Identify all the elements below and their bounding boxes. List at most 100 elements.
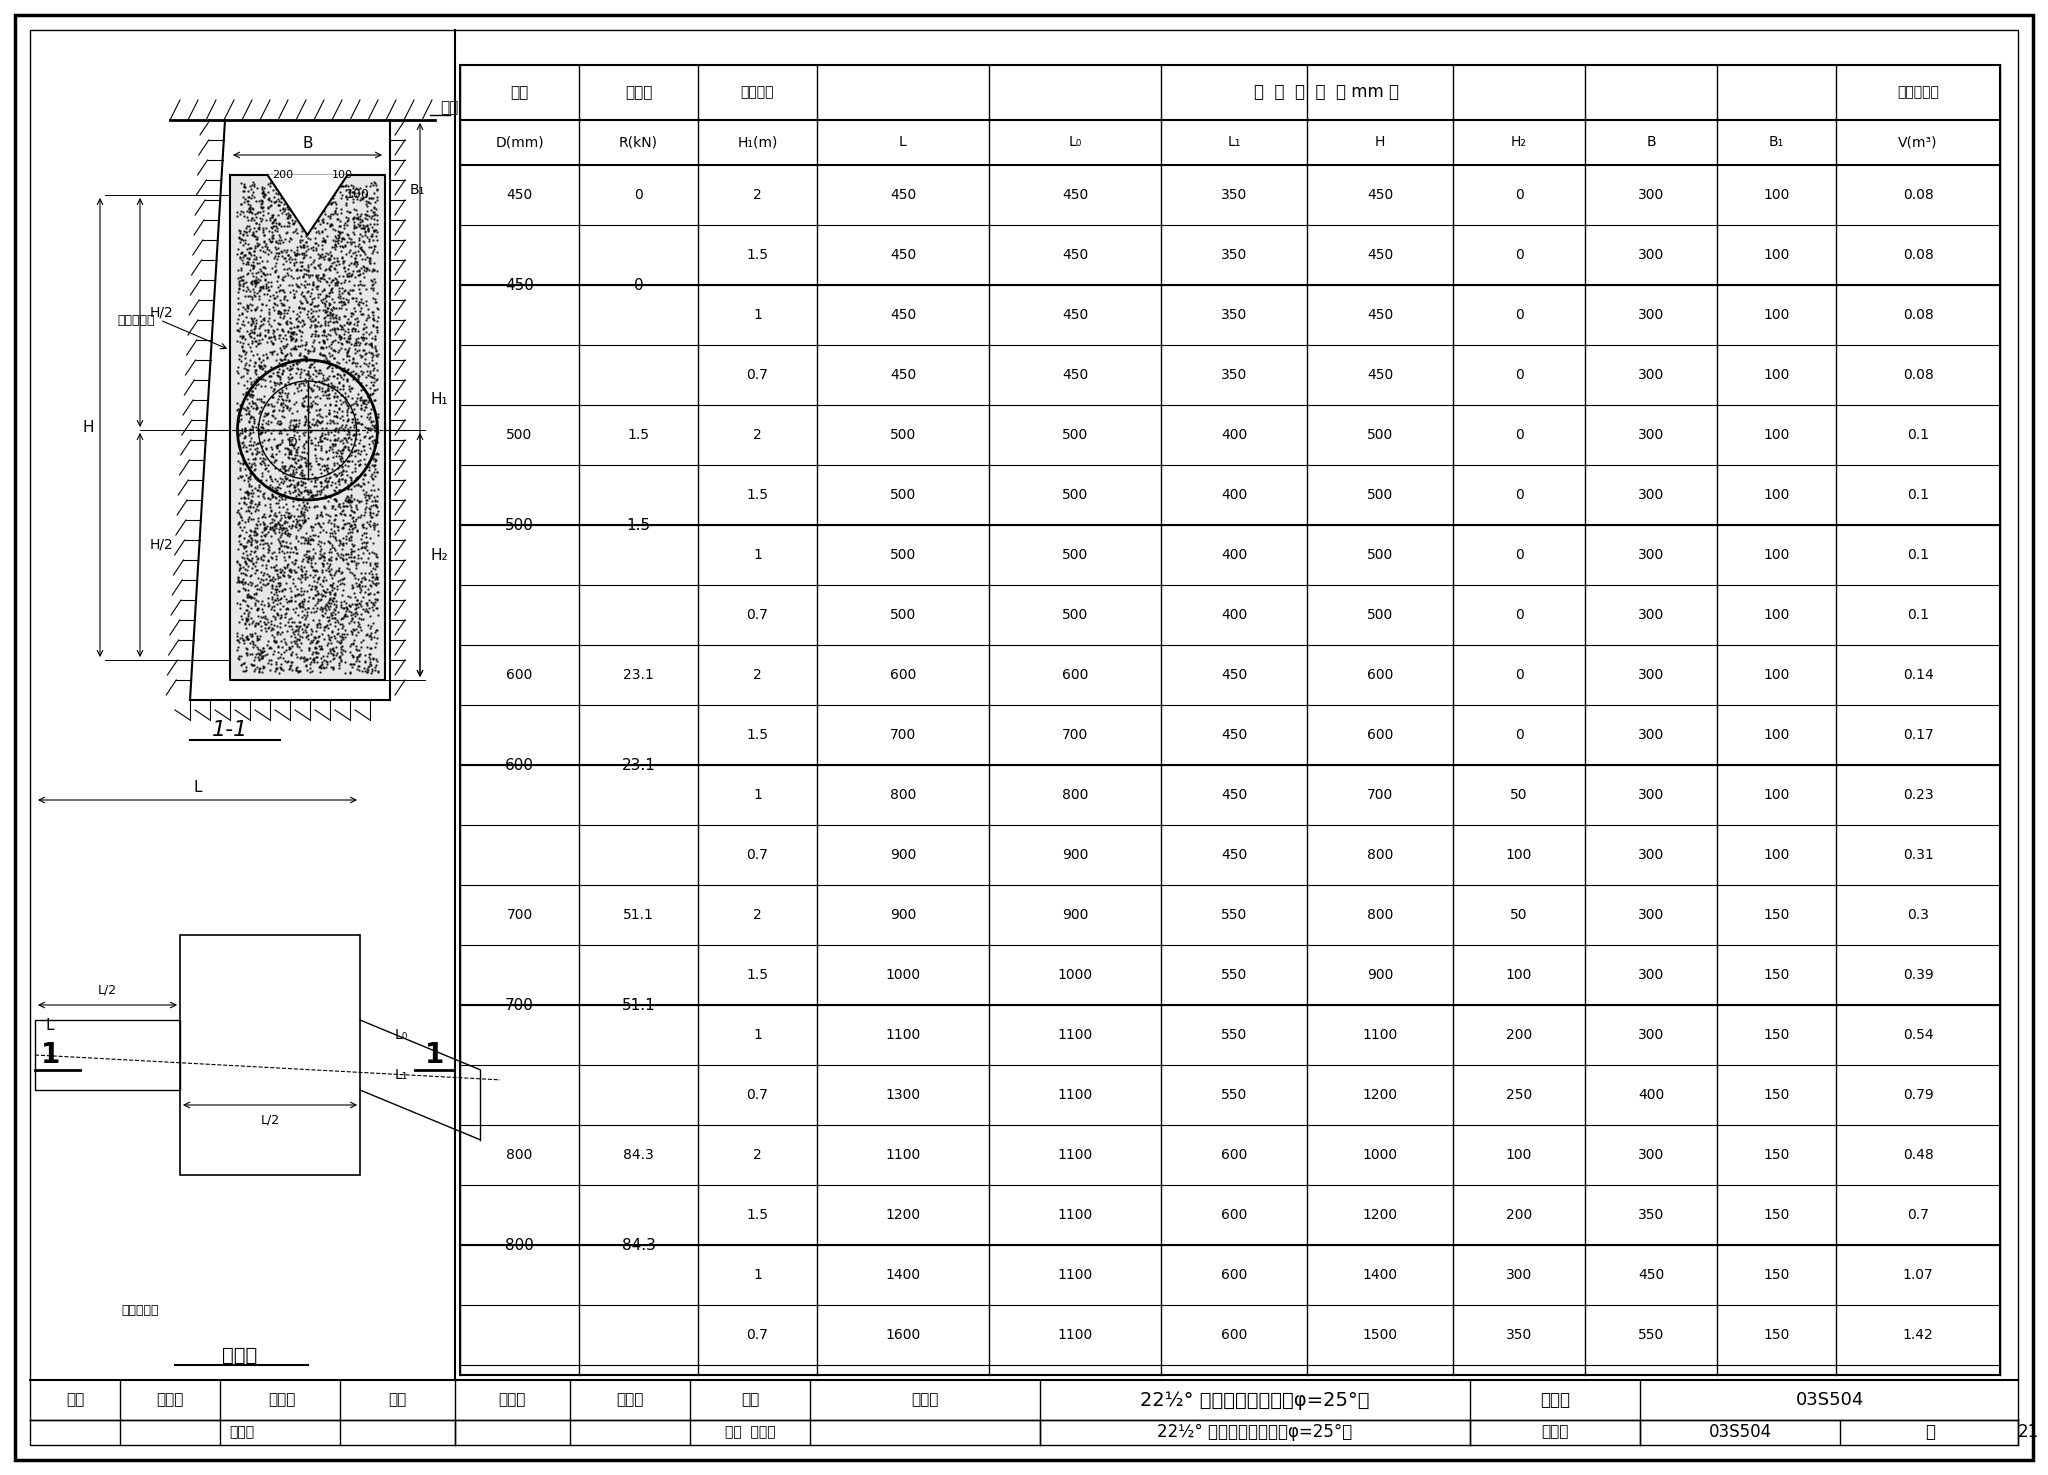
Text: 400: 400	[1638, 1089, 1665, 1102]
Text: 0.3: 0.3	[1907, 909, 1929, 922]
Text: L₁: L₁	[395, 1068, 408, 1083]
Text: 审核: 审核	[66, 1392, 84, 1407]
Text: 23.1: 23.1	[621, 758, 655, 773]
Text: 300: 300	[1638, 549, 1665, 562]
Text: 300: 300	[1638, 428, 1665, 442]
Text: 500: 500	[506, 428, 532, 442]
Text: 0.1: 0.1	[1907, 608, 1929, 622]
Text: 1100: 1100	[885, 1148, 922, 1162]
Text: 450: 450	[1221, 668, 1247, 681]
Text: 350: 350	[1221, 187, 1247, 202]
Polygon shape	[229, 176, 385, 680]
Text: 0: 0	[635, 187, 643, 202]
Text: 0.17: 0.17	[1903, 729, 1933, 742]
Text: 450: 450	[1638, 1268, 1665, 1282]
Text: H₂: H₂	[430, 547, 449, 562]
Text: 03S504: 03S504	[1708, 1423, 1772, 1441]
Text: 1-1: 1-1	[211, 720, 248, 740]
Text: 0.7: 0.7	[748, 608, 768, 622]
Text: 22½° 水平弯管支増图（φ=25°）: 22½° 水平弯管支増图（φ=25°）	[1141, 1391, 1370, 1410]
Text: 500: 500	[506, 518, 535, 532]
Text: H₂: H₂	[1511, 136, 1528, 149]
Text: 1100: 1100	[1057, 1328, 1094, 1342]
Text: 0.7: 0.7	[748, 848, 768, 861]
Text: H: H	[1374, 136, 1384, 149]
Text: 1: 1	[426, 1041, 444, 1069]
Text: 600: 600	[1221, 1268, 1247, 1282]
Text: B: B	[1647, 136, 1657, 149]
Text: R(kN): R(kN)	[618, 136, 657, 149]
Text: 混凝土用量: 混凝土用量	[1896, 86, 1939, 99]
Text: 1.5: 1.5	[627, 518, 651, 532]
Text: 200: 200	[1505, 1028, 1532, 1041]
Text: 800: 800	[1366, 848, 1393, 861]
Text: 700: 700	[506, 909, 532, 922]
Text: 宓化瓒: 宓化瓒	[229, 1425, 254, 1440]
Text: H₁(m): H₁(m)	[737, 136, 778, 149]
Text: 0.31: 0.31	[1903, 848, 1933, 861]
Text: 150: 150	[1763, 1208, 1790, 1221]
Text: 150: 150	[1763, 1268, 1790, 1282]
Text: 450: 450	[1366, 187, 1393, 202]
Text: 100: 100	[1763, 848, 1790, 861]
Text: 0.7: 0.7	[748, 1089, 768, 1102]
Text: 900: 900	[1061, 848, 1087, 861]
Text: 100: 100	[1505, 968, 1532, 982]
Text: 1: 1	[754, 308, 762, 322]
Text: 250: 250	[1505, 1089, 1532, 1102]
Text: 900: 900	[889, 848, 915, 861]
Text: 1500: 1500	[1362, 1328, 1397, 1342]
Text: 0: 0	[1516, 308, 1524, 322]
Text: 150: 150	[1763, 968, 1790, 982]
Text: H/2: H/2	[150, 305, 174, 320]
Text: 450: 450	[891, 308, 915, 322]
Text: 600: 600	[1366, 729, 1393, 742]
Text: 600: 600	[506, 758, 535, 773]
Text: 800: 800	[889, 788, 915, 802]
Text: 200: 200	[272, 170, 293, 180]
Text: 0.79: 0.79	[1903, 1089, 1933, 1102]
Text: V(m³): V(m³)	[1898, 136, 1937, 149]
Text: 600: 600	[1221, 1328, 1247, 1342]
Text: 100: 100	[1763, 488, 1790, 502]
Text: 100: 100	[1763, 608, 1790, 622]
Text: 1000: 1000	[885, 968, 920, 982]
Text: 21: 21	[2017, 1423, 2038, 1441]
Text: 1100: 1100	[1057, 1148, 1094, 1162]
Text: 550: 550	[1221, 1089, 1247, 1102]
Text: 100: 100	[1505, 848, 1532, 861]
Text: 100: 100	[1763, 248, 1790, 263]
Text: 2: 2	[754, 668, 762, 681]
Text: 0.14: 0.14	[1903, 668, 1933, 681]
Text: 平面图: 平面图	[223, 1345, 258, 1364]
Text: 500: 500	[1061, 549, 1087, 562]
Bar	[461, 65, 2001, 1375]
Text: 300: 300	[1638, 608, 1665, 622]
Text: 150: 150	[1763, 1028, 1790, 1041]
Text: 600: 600	[1221, 1208, 1247, 1221]
Text: H/2: H/2	[150, 538, 174, 552]
Text: 1: 1	[754, 1268, 762, 1282]
Text: 1.5: 1.5	[748, 488, 768, 502]
Text: 500: 500	[1061, 428, 1087, 442]
Text: 400: 400	[1221, 549, 1247, 562]
Text: 300: 300	[1638, 187, 1665, 202]
Text: 150: 150	[1763, 1089, 1790, 1102]
Text: 500: 500	[891, 608, 915, 622]
Text: 400: 400	[1221, 488, 1247, 502]
Text: L: L	[899, 136, 907, 149]
Text: H₁: H₁	[430, 392, 449, 407]
Text: 450: 450	[1221, 788, 1247, 802]
Text: 51.1: 51.1	[623, 909, 653, 922]
Text: L/2: L/2	[260, 1114, 281, 1127]
Text: 300: 300	[1638, 788, 1665, 802]
Text: 1.5: 1.5	[748, 968, 768, 982]
Bar	[35, 1021, 180, 1090]
Text: 600: 600	[1366, 668, 1393, 681]
Text: 0: 0	[1516, 428, 1524, 442]
Text: 300: 300	[1638, 1148, 1665, 1162]
Text: 100: 100	[1763, 428, 1790, 442]
Text: 300: 300	[1638, 308, 1665, 322]
Text: H: H	[82, 420, 94, 435]
Text: 1100: 1100	[1362, 1028, 1397, 1041]
